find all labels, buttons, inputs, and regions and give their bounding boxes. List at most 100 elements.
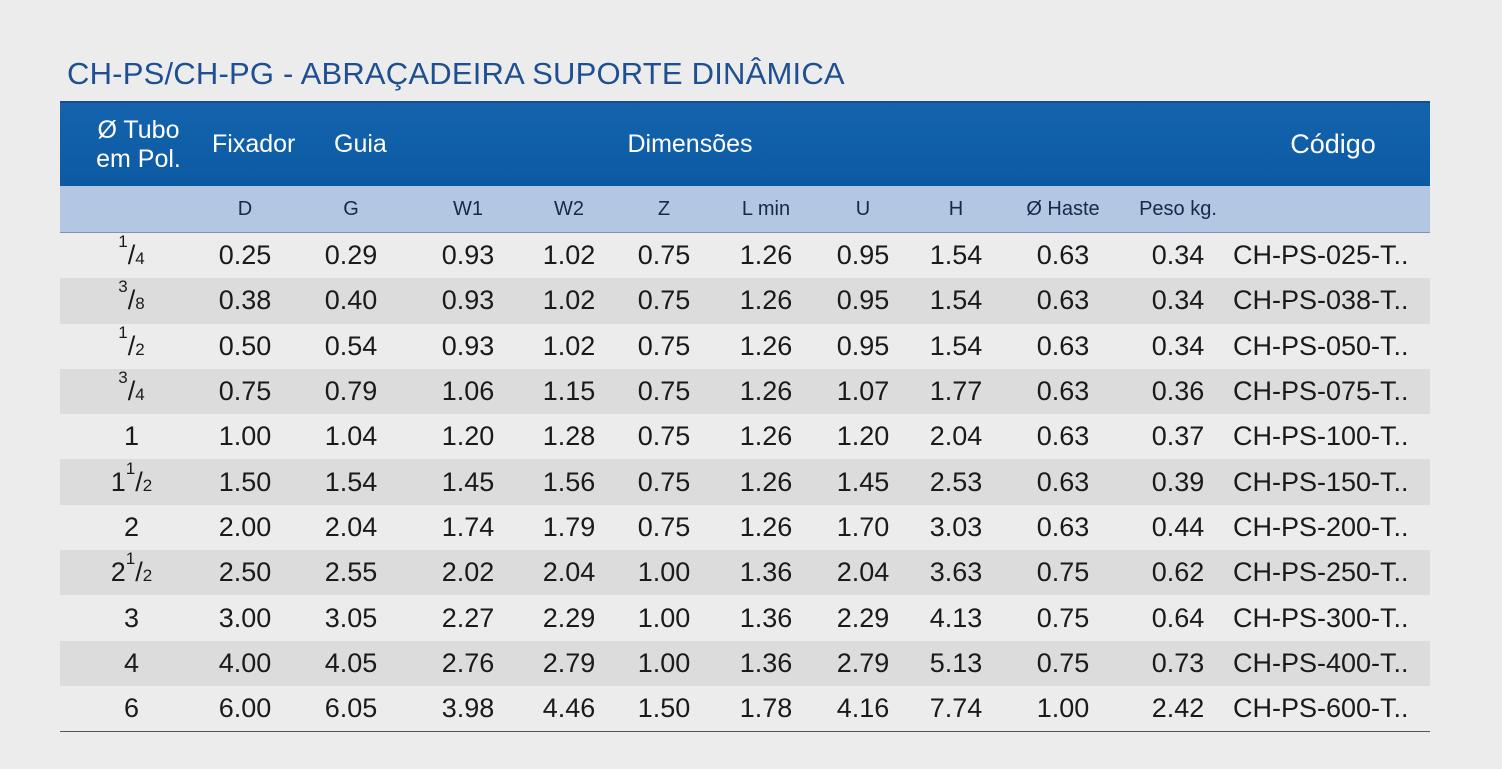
cell-value: 1.54 [929, 285, 983, 316]
table-row: 3/4 0.75 0.79 1.06 1.15 0.75 1.26 1.07 1.77 0.63 0… [60, 368, 1430, 415]
cell-value: 0.75 [637, 376, 691, 407]
subheader-z: Z [657, 197, 671, 220]
cell-value: 1.02 [542, 285, 596, 316]
cell-value: 0.95 [836, 240, 890, 271]
table-row: 1 1/2 1.50 1.54 1.45 1.56 0.75 1.26 1.45 2.53 0.63… [60, 459, 1430, 505]
cell-tubo: 3 [60, 595, 203, 640]
table-row: 6 6.00 6.05 3.98 4.46 1.50 1.78 4.16 7.74 1.00 2.4… [60, 686, 1430, 731]
cell-value: 1.79 [542, 511, 596, 542]
cell-value: 2.04 [836, 557, 890, 588]
subheader-g: G [343, 197, 359, 220]
cell-value: 4.46 [542, 693, 596, 724]
cell-value: 0.62 [1151, 557, 1205, 588]
cell-codigo: CH-PS-100-T.. [1233, 421, 1409, 452]
cell-value: 1.00 [637, 557, 691, 588]
cell-value: 1.45 [441, 466, 495, 497]
tubo-whole: 2 [123, 511, 140, 542]
cell-value: 0.36 [1151, 376, 1205, 407]
cell-codigo: CH-PS-150-T.. [1233, 466, 1409, 497]
table-header: Ø Tubo em Pol. Fixador Guia Dimensões Có… [60, 103, 1430, 186]
cell-value: 0.93 [441, 240, 495, 271]
cell-value: 1.00 [637, 647, 691, 678]
fraction-slash: / [127, 285, 136, 316]
cell-value: 2.27 [441, 602, 495, 633]
cell-value: 1.78 [739, 693, 793, 724]
table-body: 1/4 0.25 0.29 0.93 1.02 0.75 1.26 0.95 1.54 0.63 0… [60, 232, 1430, 731]
cell-value: 0.63 [1036, 466, 1090, 497]
table-row: 2 2.00 2.04 1.74 1.79 0.75 1.26 1.70 3.03 0.63 0.4… [60, 505, 1430, 550]
cell-value: 2.76 [441, 647, 495, 678]
cell-value: 2.04 [324, 511, 378, 542]
cell-value: 1.50 [637, 693, 691, 724]
fraction-slash: / [127, 240, 136, 271]
header-dimensoes: Dimensões [627, 130, 753, 158]
subheader-u: U [855, 197, 871, 220]
cell-value: 0.73 [1151, 647, 1205, 678]
cell-value: 2.29 [836, 602, 890, 633]
cell-value: 1.26 [739, 421, 793, 452]
cell-tubo: 3/4 [60, 368, 203, 414]
cell-value: 1.26 [739, 376, 793, 407]
subheader-h: H [948, 197, 964, 220]
cell-value: 0.93 [441, 285, 495, 316]
cell-value: 0.63 [1036, 421, 1090, 452]
cell-value: 0.75 [637, 330, 691, 361]
cell-value: 0.75 [1036, 557, 1090, 588]
header-guia: Guia [334, 130, 387, 158]
tubo-numerator: 1 [125, 549, 136, 569]
cell-value: 1.26 [739, 285, 793, 316]
cell-value: 0.79 [324, 376, 378, 407]
table-row: 1 1.00 1.04 1.20 1.28 0.75 1.26 1.20 2.04 0.63 0.3… [60, 414, 1430, 459]
tubo-denominator: 2 [142, 566, 153, 586]
cell-value: 0.75 [1036, 647, 1090, 678]
cell-value: 0.63 [1036, 330, 1090, 361]
page-title: CH-PS/CH-PG - ABRAÇADEIRA SUPORTE DINÂMI… [67, 56, 845, 91]
tubo-whole: 6 [123, 693, 140, 724]
cell-value: 2.02 [441, 557, 495, 588]
cell-value: 1.06 [441, 376, 495, 407]
table-row: 2 1/2 2.50 2.55 2.02 2.04 1.00 1.36 2.04 3.63 0.75… [60, 549, 1430, 596]
cell-value: 1.20 [441, 421, 495, 452]
table-row: 4 4.00 4.05 2.76 2.79 1.00 1.36 2.79 5.13 0.75 0.7… [60, 640, 1430, 686]
subheader-w2: W2 [554, 197, 584, 220]
cell-value: 6.00 [218, 693, 272, 724]
cell-value: 0.75 [637, 421, 691, 452]
cell-value: 1.02 [542, 330, 596, 361]
cell-value: 1.50 [218, 466, 272, 497]
cell-value: 0.63 [1036, 285, 1090, 316]
cell-value: 1.00 [218, 421, 272, 452]
cell-value: 2.53 [929, 466, 983, 497]
cell-value: 3.98 [441, 693, 495, 724]
cell-tubo: 1 1/2 [60, 459, 203, 504]
cell-value: 3.05 [324, 602, 378, 633]
cell-value: 0.93 [441, 330, 495, 361]
cell-value: 0.75 [1036, 602, 1090, 633]
cell-value: 4.13 [929, 602, 983, 633]
subheader-d: D [237, 197, 253, 220]
cell-codigo: CH-PS-400-T.. [1233, 647, 1409, 678]
cell-value: 1.36 [739, 602, 793, 633]
cell-tubo: 1/2 [60, 322, 203, 369]
cell-value: 0.50 [218, 330, 272, 361]
cell-value: 0.25 [218, 240, 272, 271]
cell-value: 0.40 [324, 285, 378, 316]
table-subheader: D G W1 W2 Z L min U H Ø Haste Peso kg. [60, 186, 1430, 233]
cell-value: 0.54 [324, 330, 378, 361]
cell-value: 0.44 [1151, 511, 1205, 542]
cell-value: 1.26 [739, 240, 793, 271]
cell-value: 1.26 [739, 511, 793, 542]
cell-codigo: CH-PS-300-T.. [1233, 602, 1409, 633]
cell-value: 1.74 [441, 511, 495, 542]
cell-value: 5.13 [929, 647, 983, 678]
cell-value: 1.26 [739, 466, 793, 497]
cell-value: 1.28 [542, 421, 596, 452]
cell-value: 1.00 [1036, 693, 1090, 724]
tubo-numerator: 1 [118, 322, 128, 342]
cell-value: 0.75 [637, 240, 691, 271]
cell-value: 6.05 [324, 693, 378, 724]
cell-codigo: CH-PS-600-T.. [1233, 693, 1409, 724]
cell-value: 0.75 [637, 285, 691, 316]
table-row: 3 3.00 3.05 2.27 2.29 1.00 1.36 2.29 4.13 0.75 0.6… [60, 595, 1430, 640]
cell-codigo: CH-PS-075-T.. [1233, 376, 1409, 407]
tubo-whole: 4 [123, 647, 140, 678]
